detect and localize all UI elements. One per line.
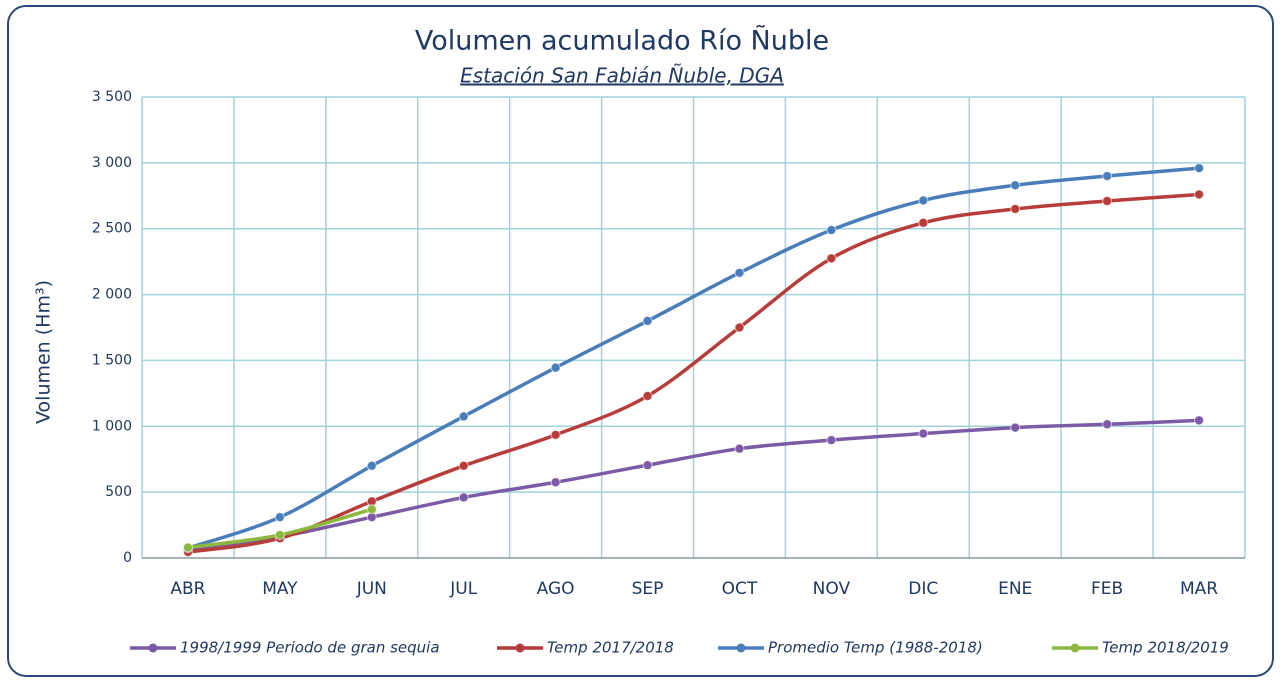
data-point (1194, 189, 1205, 200)
y-tick-label: 0 (123, 550, 132, 566)
x-tick-label: JUL (449, 579, 477, 599)
data-point (826, 253, 837, 264)
legend-marker (1070, 643, 1080, 653)
y-tick-label: 500 (105, 484, 132, 500)
x-tick-label: SEP (632, 579, 664, 599)
x-tick-label: OCT (722, 579, 758, 599)
data-point (366, 504, 377, 515)
data-point (458, 460, 469, 471)
x-tick-label: JUN (356, 579, 387, 599)
data-point (458, 492, 469, 503)
legend-label: Temp 2017/2018 (547, 639, 674, 657)
legend-marker (148, 643, 158, 653)
data-point (826, 225, 837, 236)
data-point (734, 322, 745, 333)
y-tick-label: 1 500 (92, 352, 132, 368)
legend-label: Temp 2018/2019 (1102, 639, 1229, 657)
data-point (642, 315, 653, 326)
data-point (550, 429, 561, 440)
y-tick-label: 2 000 (92, 287, 132, 303)
frame (7, 5, 1274, 677)
legend-label: 1998/1999 Periodo de gran sequia (180, 639, 440, 657)
x-tick-label: AGO (537, 579, 575, 599)
data-point (918, 195, 929, 206)
x-tick-label: MAR (1180, 579, 1218, 599)
data-point (550, 477, 561, 488)
data-point (734, 443, 745, 454)
data-point (550, 362, 561, 373)
legend-label: Promedio Temp (1988-2018) (768, 639, 983, 657)
data-point (1102, 171, 1113, 182)
x-tick-label: ENE (998, 579, 1032, 599)
y-axis-label: Volumen (Hm³) (33, 280, 55, 424)
x-tick-label: MAY (262, 579, 298, 599)
data-point (1194, 163, 1205, 174)
series-line (186, 418, 1201, 553)
data-point (1010, 422, 1021, 433)
data-point (1102, 196, 1113, 207)
legend-marker (515, 643, 525, 653)
data-point (182, 542, 193, 553)
data-point (366, 460, 377, 471)
chart-subtitle: Estación San Fabián Ñuble, DGA (460, 64, 784, 88)
data-point (642, 390, 653, 401)
data-point (918, 217, 929, 228)
data-point (918, 428, 929, 439)
data-point (274, 512, 285, 523)
data-point (1102, 419, 1113, 430)
data-point (1010, 203, 1021, 214)
x-tick-label: DIC (908, 579, 938, 599)
x-tick-label: FEB (1091, 579, 1123, 599)
data-point (826, 435, 837, 446)
y-tick-label: 1 000 (92, 418, 132, 434)
data-point (1010, 180, 1021, 191)
y-tick-label: 2 500 (92, 221, 132, 237)
chart-title: Volumen acumulado Río Ñuble (415, 25, 829, 57)
y-tick-label: 3 000 (92, 155, 132, 171)
legend-marker (736, 643, 746, 653)
data-point (458, 411, 469, 422)
data-point (274, 529, 285, 540)
x-tick-label: ABR (170, 579, 205, 599)
data-point (642, 460, 653, 471)
data-point (1194, 415, 1205, 426)
x-tick-label: NOV (813, 579, 851, 599)
data-point (734, 267, 745, 278)
y-tick-label: 3 500 (92, 89, 132, 105)
